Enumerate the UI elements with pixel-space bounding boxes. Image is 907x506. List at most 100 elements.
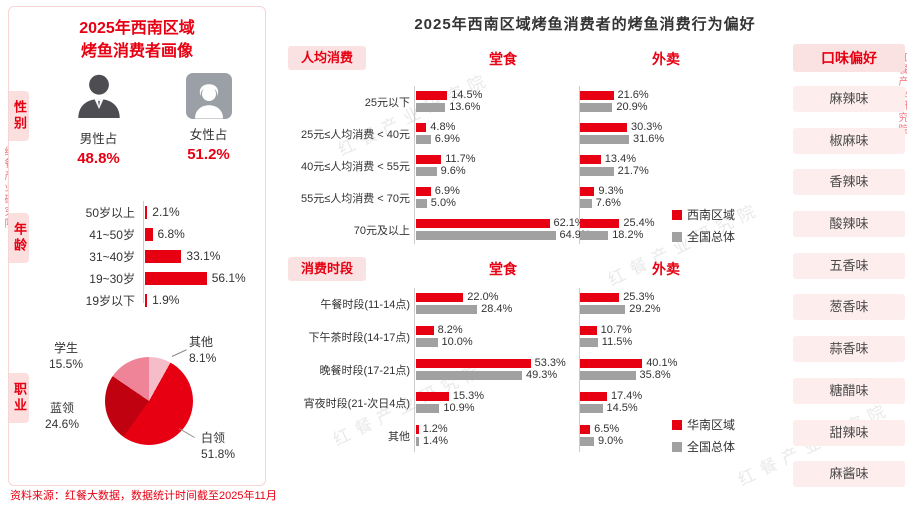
category-label: 25元≤人均消费 < 40元 [300,129,410,141]
flavor-item: 糖醋味 [793,378,905,404]
legend-swatch-region [672,209,682,220]
age-label: 19岁以下 [85,293,135,308]
age-label: 41~50岁 [89,227,135,242]
bar-value: 40.1% [646,357,678,369]
spend-legend: 西南区域 全国总体 [672,206,735,245]
bar-value: 14.5% [606,402,638,414]
flavor-item: 香辣味 [793,169,905,195]
bar-value: 62.1% [553,217,585,229]
takeout-region-bar [580,391,607,401]
dinein-national-bar [416,436,419,446]
legend-item: 全国总体 [672,438,735,455]
bar-value: 14.5% [451,89,483,101]
takeout-region-bar [580,154,601,164]
time-takeout-axis [579,288,580,452]
pie-leader-whitecollar [178,428,195,438]
bar-value: 9.0% [598,435,624,447]
takeout-national-bar [580,230,609,240]
spend-row: 70元及以上 62.1% 64.9% 25.4% 18.2% [280,217,905,241]
legend-label: 华南区域 [687,418,736,432]
male-figure: 男性占 48.8% [61,73,136,167]
pie-label-bluecollar: 蓝领 24.6% [35,401,89,432]
takeout-region-bar [580,292,620,302]
dinein-region-bar [416,122,427,132]
legend-swatch-national [672,441,682,452]
dinein-region-bar [416,218,550,228]
pie-slice-name: 学生 [53,341,78,355]
age-row: 19岁以下 1.9% [9,292,265,308]
legend-label: 全国总体 [687,230,736,244]
bar-value: 7.6% [595,197,621,209]
bar-value: 4.8% [430,121,456,133]
flavor-item: 葱香味 [793,294,905,320]
pie-slice-name: 蓝领 [49,401,74,415]
takeout-region-bar [580,325,597,335]
bar-value: 35.8% [639,369,671,381]
age-label: 50岁以上 [85,205,135,220]
category-label: 25元以下 [364,97,410,109]
bar-value: 9.6% [440,165,466,177]
spend-takeout-header: 外卖 [652,51,680,67]
dinein-region-bar [416,186,431,196]
category-label: 午餐时段(11-14点) [320,299,410,311]
takeout-region-bar [580,90,614,100]
occupation-pie [105,357,193,445]
bar-value: 6.9% [434,185,460,197]
consumer-profile-card: 2025年西南区域 烤鱼消费者画像 性别 年龄 职业 男性占 48.8% [8,6,266,486]
age-bar [145,227,153,241]
profile-title-line1: 2025年西南区域 [79,20,195,37]
takeout-national-bar [580,436,594,446]
bar-value: 8.2% [437,324,463,336]
bar-value: 25.4% [623,217,655,229]
dinein-region-bar [416,424,419,434]
time-row: 午餐时段(11-14点) 22.0% 28.4% 25.3% 29.2% [280,291,905,315]
spend-section-header: 人均消费 [288,46,366,70]
category-label: 宵夜时段(21-次日4点) [303,398,410,410]
spend-row: 55元≤人均消费 < 70元 6.9% 5.0% 9.3% 7.6% [280,185,905,209]
behavior-title: 2025年西南区域烤鱼消费者的烤鱼消费行为偏好 [414,16,756,33]
bar-value: 17.4% [611,390,643,402]
dinein-national-bar [416,230,556,240]
pie-slice-value: 8.1% [189,350,217,365]
time-takeout-header: 外卖 [652,261,680,277]
female-label: 女性占 [189,128,228,142]
bar-value: 29.2% [629,303,661,315]
bar-value: 6.5% [594,423,620,435]
dinein-region-bar [416,154,442,164]
takeout-national-bar [580,198,592,208]
flavor-item: 五香味 [793,253,905,279]
age-row: 41~50岁 6.8% [9,226,265,242]
bar-value: 10.7% [600,324,632,336]
bar-value: 9.3% [598,185,624,197]
age-value: 1.9% [152,293,180,307]
flavor-item: 麻酱味 [793,461,905,487]
takeout-region-bar [580,358,643,368]
bar-value: 1.2% [422,423,448,435]
tab-occupation: 职业 [9,373,29,423]
bar-value: 31.6% [633,133,665,145]
dinein-region-bar [416,358,531,368]
age-value: 56.1% [211,271,246,285]
dinein-national-bar [416,198,427,208]
category-label: 40元≤人均消费 < 55元 [300,161,410,173]
category-label: 55元≤人均消费 < 70元 [300,193,410,205]
profile-title-line2: 烤鱼消费者画像 [80,43,193,61]
takeout-national-bar [580,403,603,413]
takeout-region-bar [580,424,591,434]
legend-item: 西南区域 [672,206,735,223]
time-section-header: 消费时段 [288,257,366,281]
dinein-national-bar [416,337,438,347]
pie-slice-name: 其他 [189,335,214,349]
male-label: 男性占 [79,132,118,146]
female-icon [185,73,232,119]
legend-swatch-region [672,419,682,430]
dinein-national-bar [416,102,446,112]
taste-section-header: 口味偏好 [793,44,905,72]
bar-value: 28.4% [481,303,513,315]
bar-value: 13.6% [449,101,481,113]
takeout-national-bar [580,134,629,144]
takeout-national-bar [580,102,613,112]
pie-slice-value: 24.6% [44,416,80,431]
profile-card-title: 2025年西南区域 烤鱼消费者画像 [9,17,265,63]
